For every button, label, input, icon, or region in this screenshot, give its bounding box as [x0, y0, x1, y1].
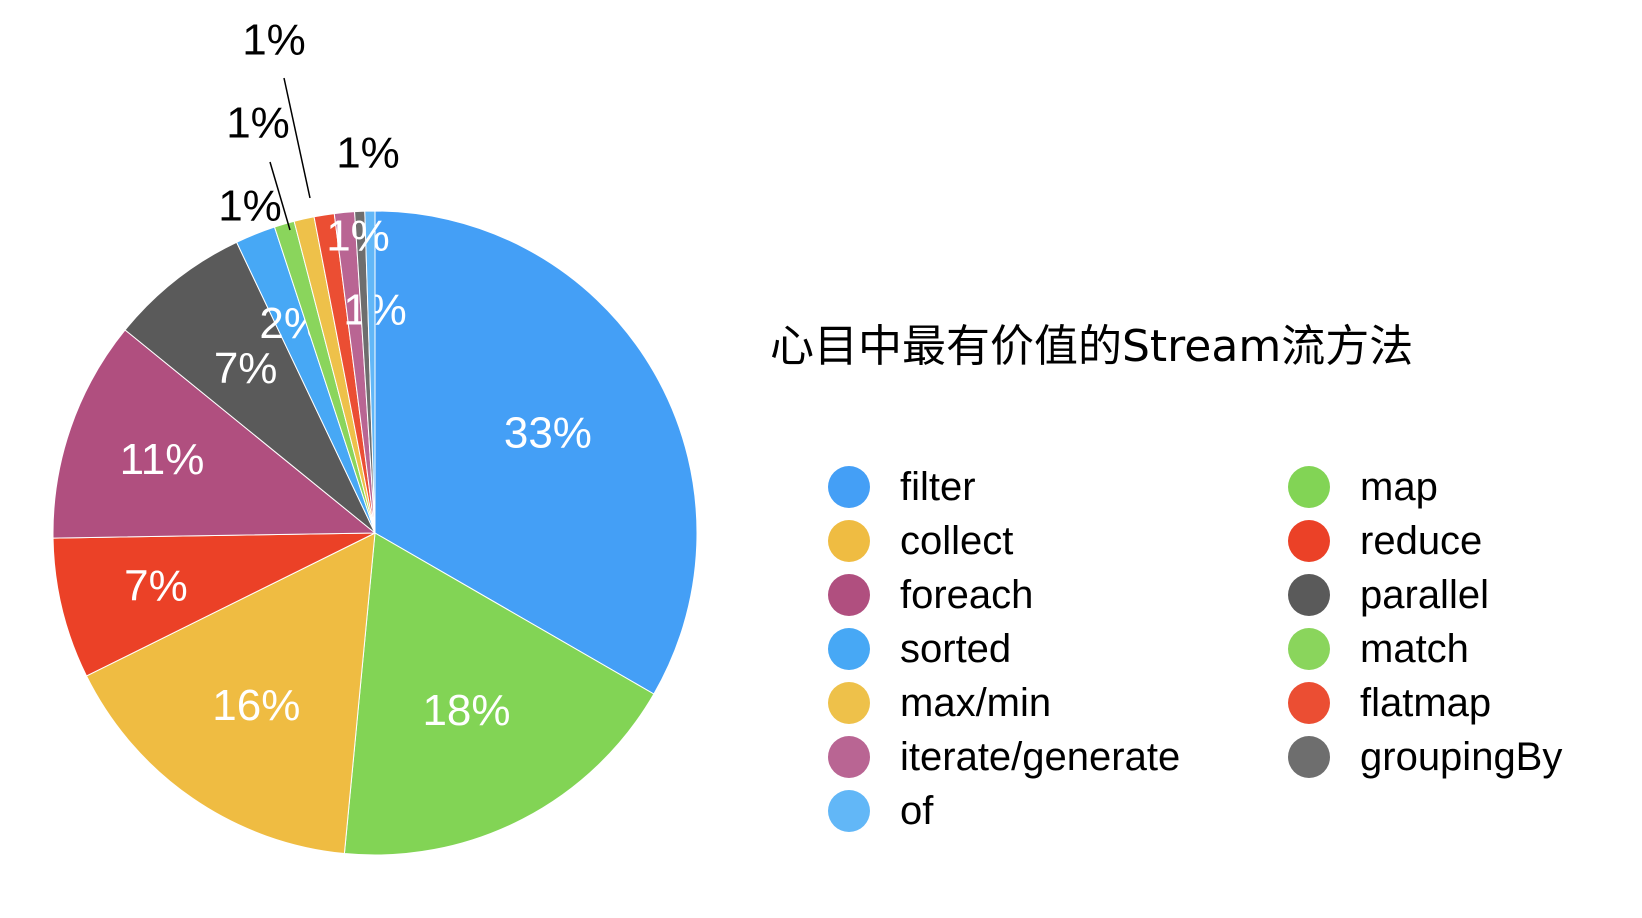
- legend-label: iterate/generate: [900, 734, 1181, 779]
- legend-label: match: [1360, 626, 1469, 671]
- chart-title: 心目中最有价值的Stream流方法: [770, 321, 1414, 372]
- legend-swatch: [1288, 628, 1330, 670]
- slice-label-flatmap: 1%: [242, 16, 306, 65]
- pie-slice-reduce: [52, 532, 376, 677]
- legend-swatch: [1288, 736, 1330, 778]
- chart-legend: filter map collect reduce foreach parallel sor…: [828, 460, 1618, 838]
- legend-swatch: [1288, 682, 1330, 724]
- legend-item-match: match: [1288, 622, 1618, 676]
- pie-slice-parallel: [124, 241, 376, 534]
- pie-slice-filter: [374, 210, 698, 695]
- legend-swatch: [828, 736, 870, 778]
- legend-item-sorted: sorted: [828, 622, 1288, 676]
- legend-empty-cell: [1288, 784, 1618, 838]
- slice-label-filter: 33%: [504, 409, 592, 458]
- legend-item-parallel: parallel: [1288, 568, 1618, 622]
- legend-label: filter: [900, 464, 976, 509]
- legend-item-iterate-generate: iterate/generate: [828, 730, 1288, 784]
- legend-item-collect: collect: [828, 514, 1288, 568]
- legend-label: map: [1360, 464, 1438, 509]
- legend-swatch: [1288, 520, 1330, 562]
- legend-label: max/min: [900, 680, 1052, 725]
- slice-label-collect: 16%: [212, 681, 300, 730]
- slice-label-groupingby: 1%: [336, 129, 400, 178]
- legend-label: of: [900, 788, 934, 833]
- pie-slice-of: [364, 210, 376, 534]
- legend-label: parallel: [1360, 572, 1489, 617]
- legend-item-foreach: foreach: [828, 568, 1288, 622]
- legend-item-of: of: [828, 784, 1288, 838]
- slice-label-reduce: 7%: [124, 562, 188, 611]
- leader-line-match: [269, 161, 291, 231]
- legend-swatch: [828, 574, 870, 616]
- legend-item-max-min: max/min: [828, 676, 1288, 730]
- legend-label: foreach: [900, 572, 1034, 617]
- legend-swatch: [828, 520, 870, 562]
- legend-item-reduce: reduce: [1288, 514, 1618, 568]
- legend-item-groupingby: groupingBy: [1288, 730, 1618, 784]
- legend-swatch: [828, 790, 870, 832]
- legend-label: collect: [900, 518, 1014, 563]
- legend-swatch: [828, 466, 870, 508]
- slice-label-of: 1%: [326, 212, 390, 261]
- legend-item-flatmap: flatmap: [1288, 676, 1618, 730]
- slice-label-map: 18%: [422, 686, 510, 735]
- legend-item-map: map: [1288, 460, 1618, 514]
- legend-label: flatmap: [1360, 680, 1492, 725]
- pie-slice-collect: [85, 532, 376, 855]
- legend-swatch: [1288, 574, 1330, 616]
- legend-label: groupingBy: [1360, 734, 1563, 779]
- slice-label-max-min: 1%: [226, 99, 290, 148]
- legend-label: reduce: [1360, 518, 1483, 563]
- legend-swatch: [1288, 466, 1330, 508]
- slice-label-match: 1%: [218, 182, 282, 231]
- legend-swatch: [828, 682, 870, 724]
- slice-label-parallel: 7%: [214, 344, 278, 393]
- legend-item-filter: filter: [828, 460, 1288, 514]
- legend-swatch: [828, 628, 870, 670]
- legend-label: sorted: [900, 626, 1012, 671]
- leader-line-max-min: [283, 77, 311, 199]
- pie-slice-map: [343, 532, 655, 856]
- pie-slice-foreach: [52, 329, 377, 539]
- slice-label-foreach: 11%: [120, 435, 205, 484]
